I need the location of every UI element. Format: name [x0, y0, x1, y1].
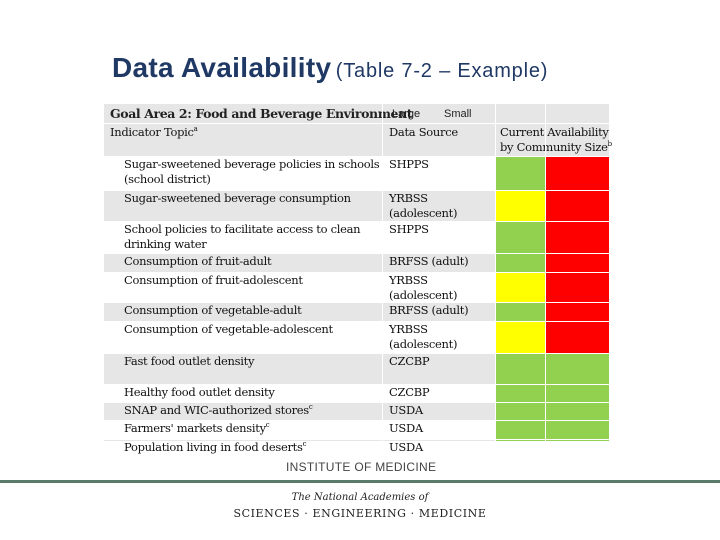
availability-large-cell: [495, 353, 545, 384]
row-divider: [104, 420, 609, 421]
data-source: USDA: [389, 421, 423, 435]
availability-small-cell: [545, 439, 609, 441]
availability-small-cell: [545, 420, 609, 439]
availability-small-cell: [545, 253, 609, 272]
availability-large-cell: [495, 272, 545, 302]
row-divider: [104, 439, 609, 440]
availability-small-cell: [545, 353, 609, 384]
data-source: USDA: [389, 440, 423, 454]
table-row: Healthy food outlet density CZCBP: [104, 384, 609, 402]
row-divider: [104, 353, 609, 354]
data-source: CZCBP: [389, 354, 430, 368]
indicator-topic: School policies to facilitate access to …: [124, 222, 361, 251]
indicator-topic: SNAP and WIC-authorized storesc: [124, 403, 313, 417]
table-row: Population living in food desertsc USDA: [104, 439, 609, 454]
academies-logo-line2: SCIENCES · ENGINEERING · MEDICINE: [233, 507, 487, 520]
availability-large-cell: [495, 221, 545, 253]
table-row: Consumption of vegetable-adult BRFSS (adu…: [104, 302, 609, 321]
indicator-topic: Consumption of fruit-adolescent: [124, 273, 303, 287]
row-divider: [104, 272, 609, 273]
row-divider: [104, 384, 609, 385]
data-source: SHPPS: [389, 222, 429, 236]
data-source: SHPPS: [389, 157, 429, 171]
footer-divider: [0, 480, 720, 483]
availability-large-cell: [495, 384, 545, 402]
slide-title-main: Data Availability: [112, 52, 332, 83]
data-source: YRBSS (adolescent): [389, 273, 458, 302]
indicator-topic: Fast food outlet density: [124, 354, 255, 368]
availability-small-cell: [545, 272, 609, 302]
availability-large-cell: [495, 253, 545, 272]
availability-small-cell: [545, 156, 609, 190]
table-row: Fast food outlet density CZCBP: [104, 353, 609, 384]
indicator-topic: Farmers' markets densityc: [124, 421, 270, 435]
table-row: SNAP and WIC-authorized storesc USDA: [104, 402, 609, 420]
availability-large-cell: [495, 439, 545, 441]
data-source: CZCBP: [389, 385, 430, 399]
data-source: BRFSS (adult): [389, 303, 469, 317]
row-divider: [104, 321, 609, 322]
availability-large-cell: [495, 321, 545, 353]
availability-small-cell: [545, 321, 609, 353]
header-data-source: Data Source: [389, 125, 458, 139]
data-source: BRFSS (adult): [389, 254, 469, 268]
indicator-topic: Sugar-sweetened beverage consumption: [124, 191, 351, 205]
indicator-topic: Consumption of vegetable-adolescent: [124, 322, 333, 336]
indicator-topic: Healthy food outlet density: [124, 385, 275, 399]
table-row: School policies to facilitate access to …: [104, 221, 609, 253]
slide-title: Data Availability (Table 7-2 – Example): [112, 52, 548, 84]
indicator-topic: Population living in food desertsc: [124, 440, 307, 454]
header-availability: Current Availability by Community Sizeb: [500, 125, 612, 154]
row-divider: [104, 302, 609, 303]
row-divider: [104, 221, 609, 222]
size-label-large: Large: [392, 108, 421, 120]
size-label-small: Small: [444, 108, 472, 120]
availability-large-cell: [495, 420, 545, 439]
table-row: Consumption of fruit-adolescent YRBSS (ado…: [104, 272, 609, 302]
data-source: USDA: [389, 403, 423, 417]
indicator-topic: Consumption of vegetable-adult: [124, 303, 302, 317]
availability-large-cell: [495, 156, 545, 190]
header-indicator-topic: Indicator Topica: [110, 125, 198, 139]
institute-of-medicine-label: INSTITUTE OF MEDICINE: [286, 460, 437, 474]
data-source: YRBSS (adolescent): [389, 191, 458, 220]
availability-small-cell: [545, 190, 609, 221]
data-source: YRBSS (adolescent): [389, 322, 458, 351]
indicator-topic: Sugar-sweetened beverage policies in sch…: [124, 157, 380, 186]
availability-small-cell: [545, 402, 609, 420]
row-divider: [104, 253, 609, 254]
goal-area-header: [104, 104, 609, 123]
slide-title-sub: (Table 7-2 – Example): [335, 60, 549, 82]
row-divider: [104, 123, 609, 124]
data-availability-table: Goal Area 2: Food and Beverage Environme…: [104, 104, 612, 454]
availability-large-cell: [495, 302, 545, 321]
goal-area-title: Goal Area 2: Food and Beverage Environme…: [110, 106, 413, 121]
academies-logo-line1: The National Academies of: [291, 492, 429, 503]
table-row: Sugar-sweetened beverage consumption YRBS…: [104, 190, 609, 221]
table-row: Sugar-sweetened beverage policies in sch…: [104, 156, 609, 190]
row-divider: [104, 190, 609, 191]
row-divider: [104, 156, 609, 157]
table-row: Consumption of vegetable-adolescent YRBSS…: [104, 321, 609, 353]
column-header-row: Indicator Topica Data Source Current Ava…: [104, 123, 612, 156]
table-row: Consumption of fruit-adult BRFSS (adult): [104, 253, 609, 272]
availability-large-cell: [495, 190, 545, 221]
availability-small-cell: [545, 384, 609, 402]
availability-small-cell: [545, 221, 609, 253]
indicator-topic: Consumption of fruit-adult: [124, 254, 272, 268]
row-divider: [104, 402, 609, 403]
table-row: Farmers' markets densityc USDA: [104, 420, 609, 439]
availability-large-cell: [495, 402, 545, 420]
availability-small-cell: [545, 302, 609, 321]
